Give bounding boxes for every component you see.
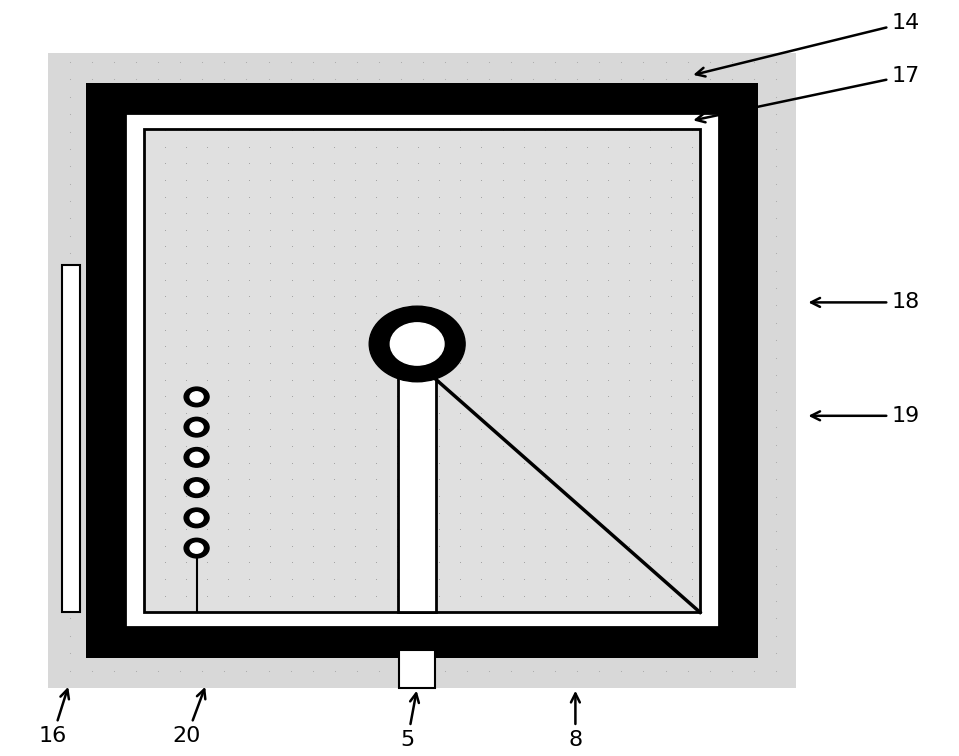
Text: 14: 14	[696, 13, 920, 76]
Circle shape	[184, 448, 209, 467]
Bar	[48, 53, 796, 688]
Bar	[62, 265, 80, 612]
Bar	[144, 129, 700, 612]
Bar	[86, 83, 758, 658]
Circle shape	[190, 513, 203, 523]
Text: 8: 8	[569, 693, 582, 749]
Circle shape	[184, 417, 209, 437]
Circle shape	[184, 478, 209, 497]
Bar	[144, 129, 700, 612]
Circle shape	[390, 323, 444, 365]
Bar	[399, 650, 435, 688]
Circle shape	[184, 538, 209, 558]
Text: 19: 19	[811, 406, 920, 426]
Circle shape	[184, 387, 209, 407]
Text: 18: 18	[811, 293, 920, 312]
Circle shape	[190, 482, 203, 493]
Bar	[398, 363, 436, 612]
Circle shape	[184, 508, 209, 528]
Bar	[125, 113, 719, 627]
Circle shape	[190, 452, 203, 463]
Text: 20: 20	[173, 689, 205, 745]
Circle shape	[369, 306, 465, 382]
Circle shape	[190, 422, 203, 432]
Bar	[125, 113, 719, 627]
Text: 16: 16	[38, 689, 69, 745]
Circle shape	[190, 543, 203, 553]
Circle shape	[190, 392, 203, 402]
Text: 17: 17	[696, 66, 920, 122]
Text: 5: 5	[401, 693, 419, 749]
